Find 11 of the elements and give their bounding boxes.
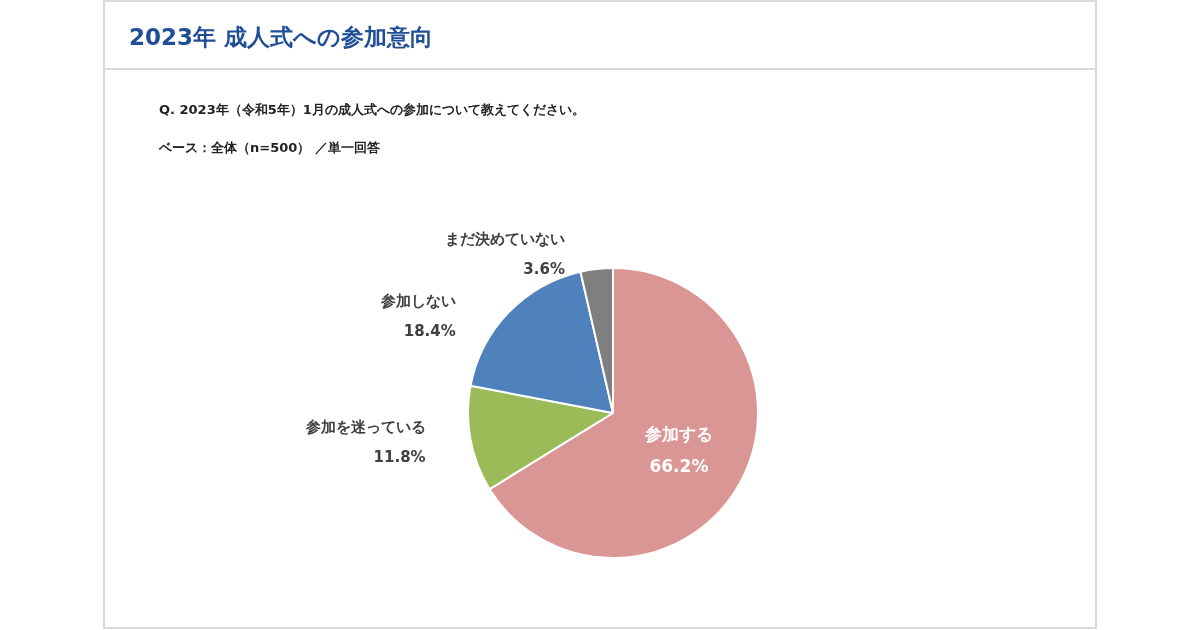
data-label: 18.4%: [403, 322, 456, 341]
data-label: 66.2%: [649, 455, 709, 476]
text: ベース：全体（n=500） ／単一回答: [159, 139, 380, 157]
slice-label: 参加する: [643, 423, 713, 444]
slice-label: まだ決めていない: [444, 230, 565, 249]
data-label: 3.6%: [523, 260, 565, 279]
data-label: 11.8%: [373, 447, 426, 466]
slice-label: 参加を迷っている: [304, 417, 426, 436]
chart-title: 2023年 成人式への参加意向: [129, 23, 434, 52]
chart-subtitle: Q. 2023年（令和5年）1月の成人式への参加について教えてください。: [159, 101, 585, 119]
slice-label: 参加しない: [379, 292, 456, 311]
